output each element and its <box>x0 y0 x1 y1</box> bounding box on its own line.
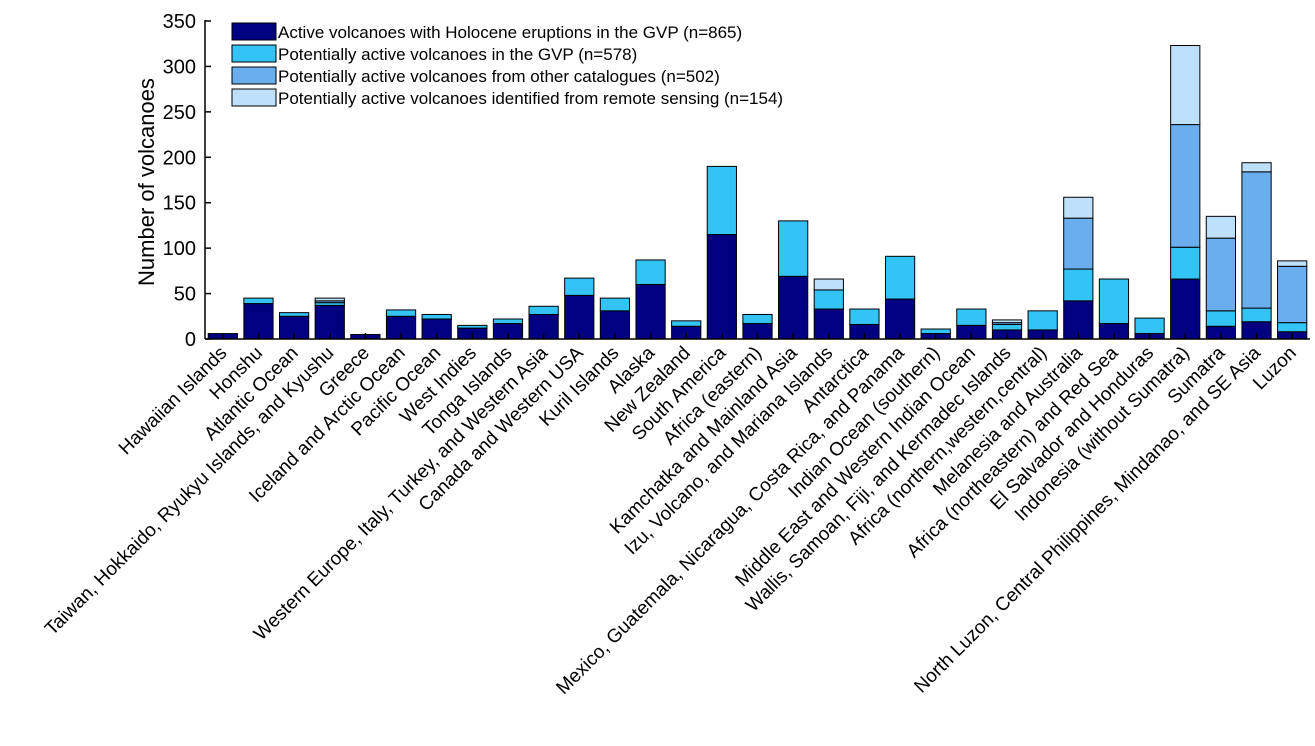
bar-segment <box>884 255 916 300</box>
bar-segment <box>635 259 666 285</box>
bar-segment <box>421 313 452 320</box>
bar-segment <box>1063 196 1094 219</box>
y-tick-label: 150 <box>163 193 196 215</box>
bar-segment <box>991 319 1023 324</box>
bar-segment <box>1063 217 1094 270</box>
bar-segment <box>1063 268 1094 302</box>
legend-label: Potentially active volcanoes in the GVP … <box>278 45 637 64</box>
y-axis-title: Number of volcanoes <box>134 78 159 286</box>
bar-segment <box>1205 237 1237 312</box>
legend-swatch <box>231 88 277 107</box>
bar-segment <box>706 165 737 236</box>
bar-segment <box>385 309 417 317</box>
bar-segment <box>1170 124 1201 248</box>
bar-segment <box>1170 45 1201 126</box>
y-tick-label: 350 <box>163 11 196 33</box>
bar-segment <box>884 298 916 340</box>
legend: Active volcanoes with Holocene eruptions… <box>231 22 783 108</box>
bar-segment <box>243 297 274 305</box>
bar-segment <box>1241 171 1272 309</box>
bar-segment <box>528 305 559 315</box>
legend-swatch <box>231 22 277 41</box>
legend-label: Potentially active volcanoes identified … <box>278 89 783 108</box>
bar-segment <box>706 234 737 340</box>
bar-segment <box>1205 215 1237 239</box>
bar-segment <box>778 220 809 277</box>
bar-segment <box>1277 265 1308 324</box>
bar-segment <box>742 313 773 325</box>
bar-segment <box>1241 162 1272 173</box>
bar-segment <box>671 320 702 327</box>
bar-segment <box>635 283 666 340</box>
legend-swatch <box>231 44 277 63</box>
bar-segment <box>1134 317 1165 335</box>
bar-segment <box>1241 307 1272 323</box>
bar-segment <box>813 278 844 291</box>
y-tick-label: 50 <box>174 284 196 306</box>
bar-segment <box>599 297 631 312</box>
bar-segment <box>1170 246 1201 280</box>
bar-segment <box>1063 300 1094 340</box>
bar-segment <box>1205 310 1237 327</box>
bar-segment <box>849 308 880 325</box>
bar-segment <box>1277 260 1308 267</box>
bar-segment <box>813 289 844 310</box>
y-tick-label: 250 <box>163 102 196 124</box>
bar-segment <box>956 308 987 326</box>
y-axis: 0 50 100 150 200 250 300 350 <box>163 11 211 351</box>
bar-segment <box>457 324 488 329</box>
bar-segment <box>564 294 595 340</box>
legend-label: Active volcanoes with Holocene eruptions… <box>278 23 742 42</box>
y-tick-label: 300 <box>163 56 196 78</box>
bar-segment <box>991 323 1023 331</box>
y-tick-label: 0 <box>185 329 196 351</box>
legend-swatch <box>231 66 277 85</box>
x-tick-label: Mexico, Guatemala, Nicaragua, Costa Rica… <box>552 342 908 698</box>
bar-segment <box>1098 278 1130 325</box>
y-tick-label: 200 <box>163 147 196 169</box>
legend-label: Potentially active volcanoes from other … <box>278 67 720 86</box>
bar-segment <box>920 328 951 335</box>
bar-segment <box>492 318 524 325</box>
bar-segment <box>1170 278 1201 340</box>
bar-segment <box>564 277 595 296</box>
bar-segment <box>1027 310 1058 331</box>
y-tick-label: 100 <box>163 238 196 260</box>
bar-segment <box>314 297 345 302</box>
bar-segment <box>1277 322 1308 333</box>
bar-segment <box>778 275 809 340</box>
bar-segment <box>279 312 310 317</box>
